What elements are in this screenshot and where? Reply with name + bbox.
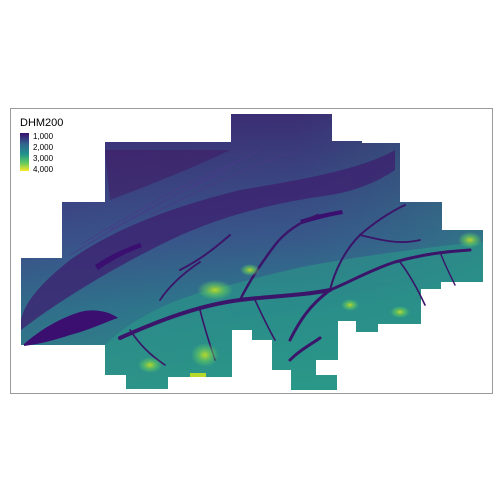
legend-colorbar — [20, 133, 29, 171]
valley-network — [118, 204, 472, 366]
lake-geneva — [24, 310, 118, 346]
legend-tick-1000: 1,000 — [33, 132, 54, 141]
legend-tick-4000: 4,000 — [33, 165, 54, 174]
high-peaks — [138, 232, 482, 377]
jura-ridges — [69, 149, 301, 256]
legend-tick-3000: 3,000 — [33, 154, 54, 163]
plateau-lowland — [21, 150, 395, 330]
legend-tick-2000: 2,000 — [33, 143, 54, 152]
legend-title: DHM200 — [20, 117, 64, 129]
map-legend: DHM200 1,000 2,000 3,000 4,000 — [20, 117, 100, 177]
